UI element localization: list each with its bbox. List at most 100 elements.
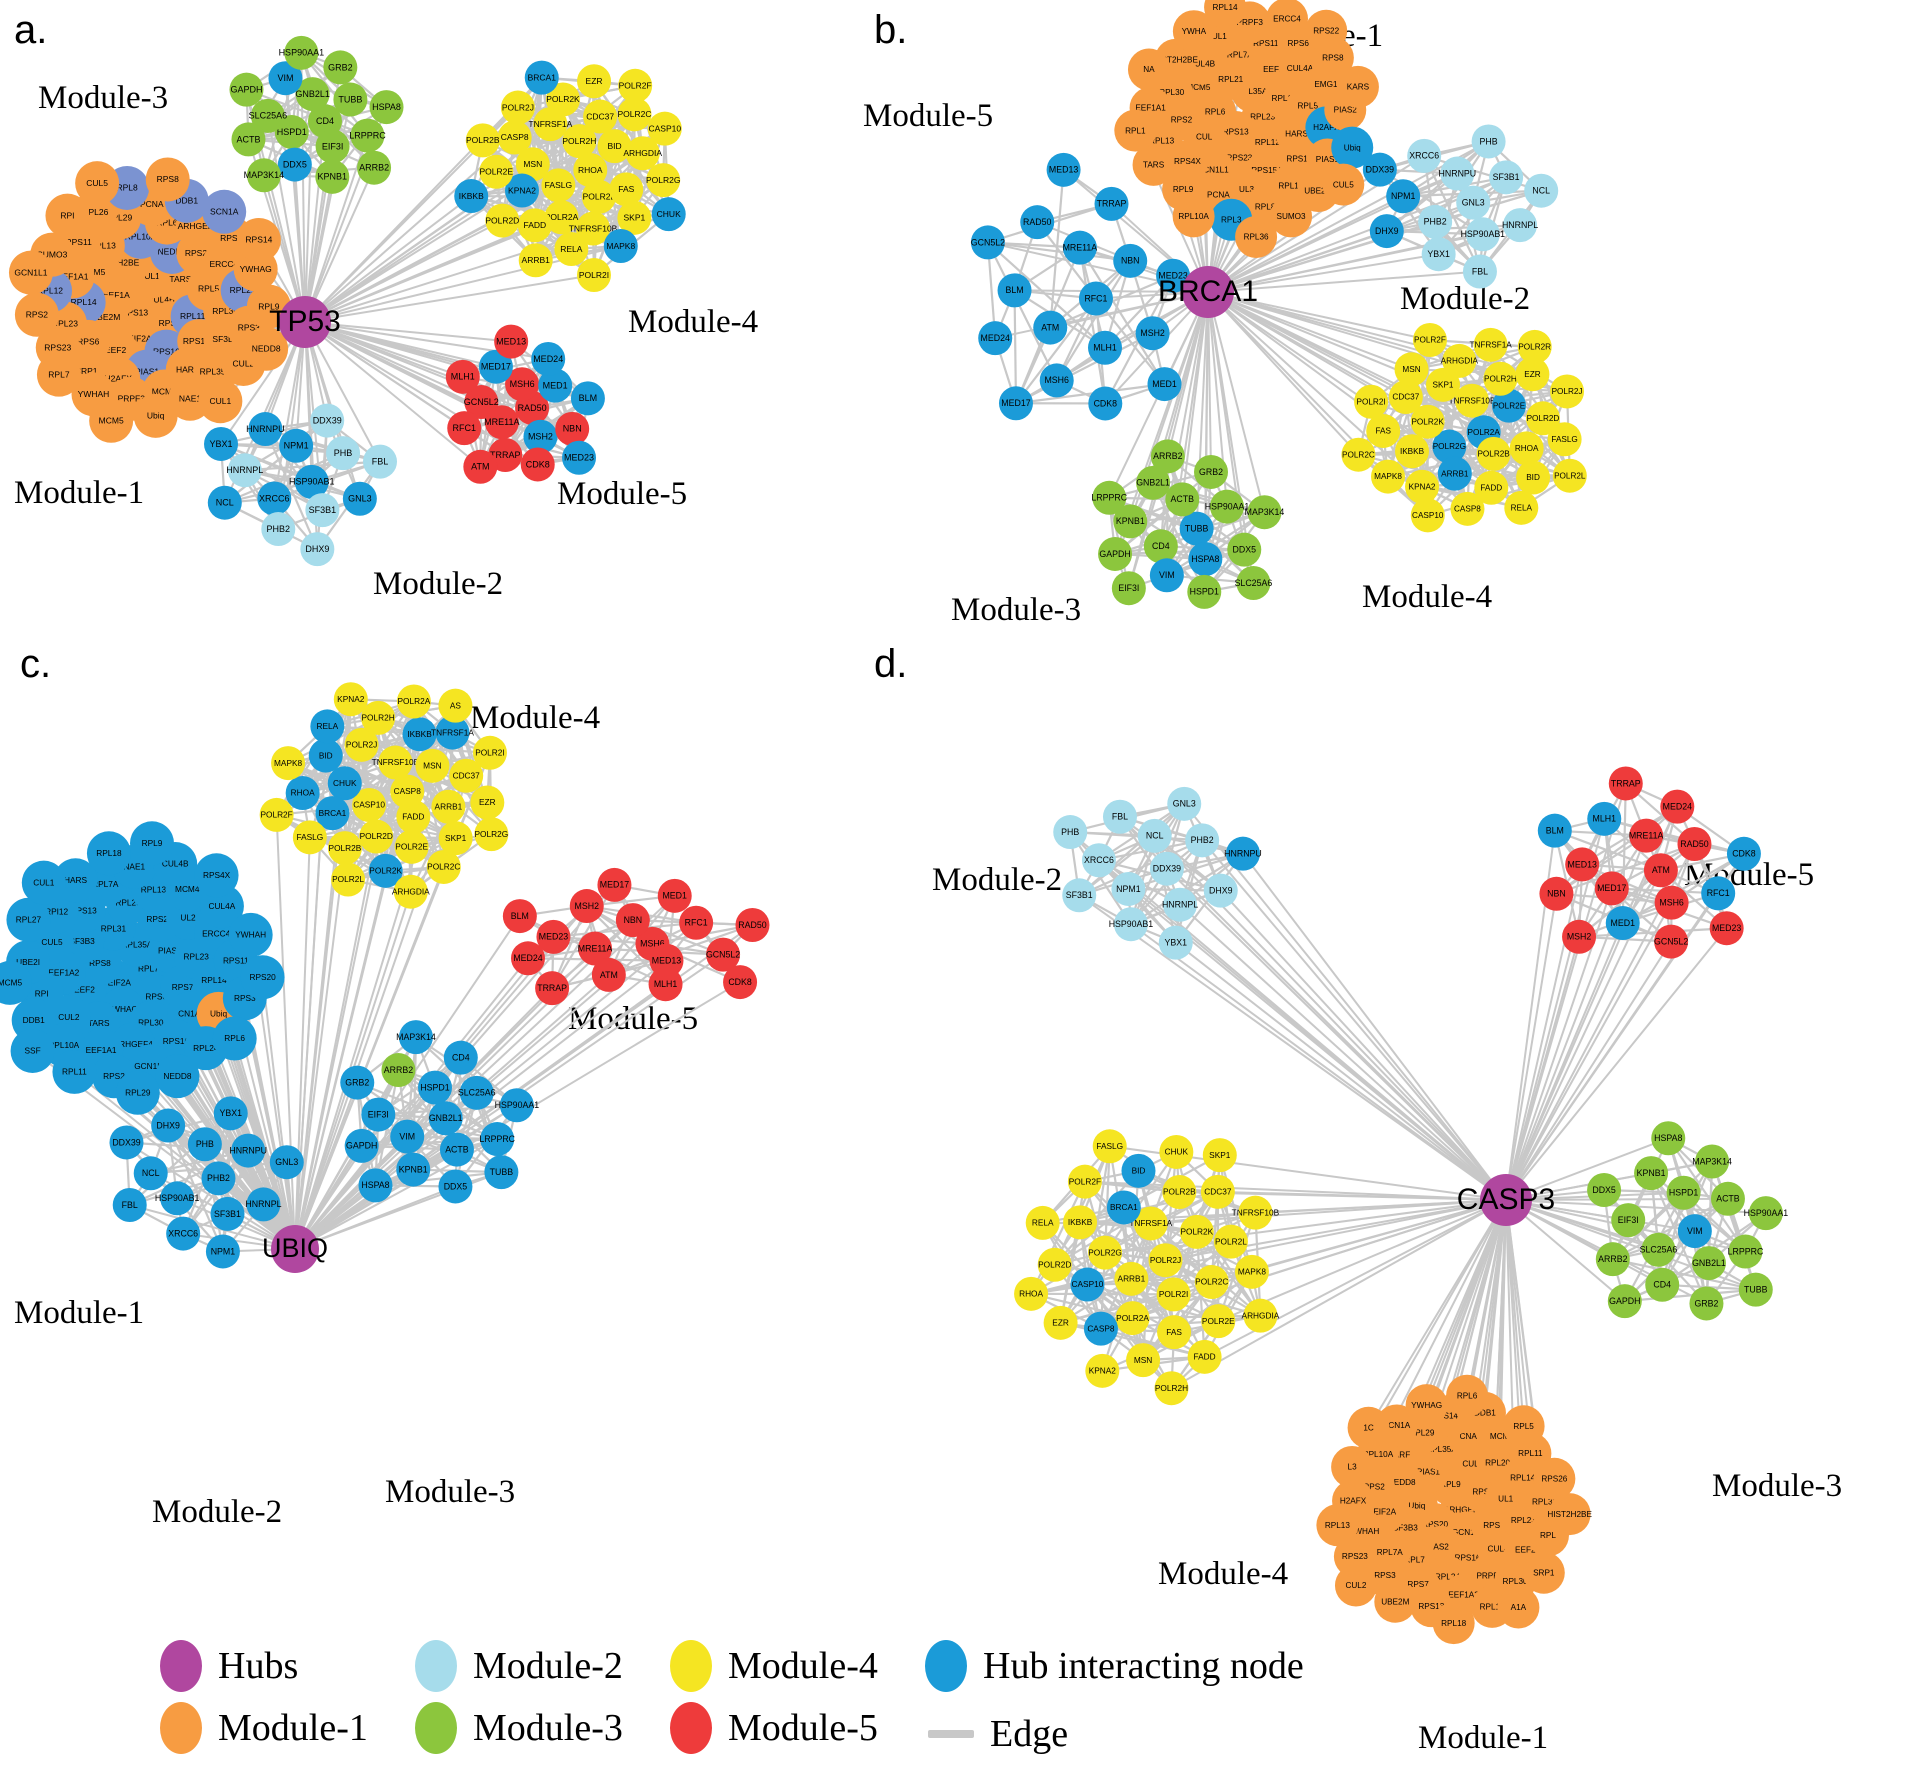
node-atm[interactable]: ATM [1643, 853, 1678, 888]
node-fadd[interactable]: FADD [1187, 1339, 1222, 1374]
node-med1[interactable]: MED1 [1605, 906, 1640, 941]
node-cdc37[interactable]: CDC37 [1200, 1174, 1235, 1209]
node-hspa8[interactable]: HSPA8 [358, 1168, 393, 1203]
node-med13[interactable]: MED13 [1046, 152, 1081, 187]
node-polr2c[interactable]: POLR2C [426, 849, 461, 884]
node-scn1a[interactable]: SCN1A [202, 189, 247, 234]
node-rpl6[interactable]: RPL6 [1446, 1374, 1489, 1417]
node-npm1[interactable]: NPM1 [1386, 179, 1421, 214]
node-bid[interactable]: BID [308, 738, 343, 773]
node-bid[interactable]: BID [1516, 460, 1551, 495]
node-polr2g[interactable]: POLR2G [646, 163, 681, 198]
node-ssf[interactable]: SSF [10, 1028, 55, 1073]
node-polr2k[interactable]: POLR2K [1179, 1214, 1214, 1249]
node-polr2c[interactable]: POLR2C [1194, 1265, 1229, 1300]
node-ubiq[interactable]: Ubiq [133, 393, 178, 438]
node-hspd1[interactable]: HSPD1 [1187, 574, 1222, 609]
node-polr2d[interactable]: POLR2D [1037, 1247, 1072, 1282]
node-npm1[interactable]: NPM1 [279, 428, 314, 463]
node-mlh1[interactable]: MLH1 [648, 967, 683, 1002]
node-rpl13[interactable]: RPL13 [1316, 1504, 1359, 1547]
node-phb[interactable]: PHB [1053, 815, 1088, 850]
node-rfc1[interactable]: RFC1 [447, 411, 482, 446]
node-rpl29[interactable]: RPL29 [115, 1070, 160, 1115]
hub-node-ubiq[interactable]: UBIQ [262, 1225, 328, 1273]
node-ncl[interactable]: NCL [133, 1156, 168, 1191]
node-fas[interactable]: FAS [1157, 1315, 1192, 1350]
node-skp1[interactable]: SKP1 [1202, 1138, 1237, 1173]
node-msn[interactable]: MSN [1394, 352, 1429, 387]
node-polr2r[interactable]: POLR2R [1517, 329, 1552, 364]
node-casp8[interactable]: CASP8 [1083, 1311, 1118, 1346]
node-mlh1[interactable]: MLH1 [1088, 330, 1123, 365]
node-casp8[interactable]: CASP8 [497, 120, 532, 155]
node-polr2b[interactable]: POLR2B [1476, 436, 1511, 471]
node-rps4x[interactable]: RPS4X [194, 853, 239, 898]
node-sf3b1[interactable]: SF3B1 [1489, 160, 1524, 195]
node-polr2e[interactable]: POLR2E [1201, 1304, 1236, 1339]
node-bid[interactable]: BID [1121, 1153, 1156, 1188]
node-grb2[interactable]: GRB2 [1194, 454, 1229, 489]
node-polr2g[interactable]: POLR2G [1088, 1235, 1123, 1270]
hub-node-tp53[interactable]: TP53 [269, 296, 341, 348]
node-phb2[interactable]: PHB2 [1185, 823, 1220, 858]
node-med17[interactable]: MED17 [998, 386, 1033, 421]
node-tubb[interactable]: TUBB [333, 82, 368, 117]
node-med24[interactable]: MED24 [511, 941, 546, 976]
node-gapdh[interactable]: GAPDH [1607, 1284, 1642, 1319]
node-mre11a[interactable]: MRE11A [1063, 230, 1098, 265]
node-rpl10a[interactable]: RPL10A [1172, 195, 1215, 238]
node-polr2f[interactable]: POLR2F [259, 797, 294, 832]
node-polr2i[interactable]: POLR2I [472, 735, 507, 770]
node-med24[interactable]: MED24 [1660, 789, 1695, 824]
node-rela[interactable]: RELA [310, 709, 345, 744]
node-arrb2[interactable]: ARRB2 [381, 1053, 416, 1088]
node-polr2j[interactable]: POLR2J [1148, 1243, 1183, 1278]
node-polr2d[interactable]: POLR2D [485, 203, 519, 238]
node-rpl18[interactable]: RPL18 [86, 831, 131, 876]
node-polr2i[interactable]: POLR2I [576, 258, 611, 293]
node-polr2l[interactable]: POLR2L [1552, 458, 1587, 493]
node-polr2b[interactable]: POLR2B [465, 123, 500, 158]
node-arrb1[interactable]: ARRB1 [431, 789, 466, 824]
node-eif3i[interactable]: EIF3I [361, 1097, 396, 1132]
node-cul1[interactable]: CUL1 [21, 860, 66, 905]
node-srp1[interactable]: SRP1 [1522, 1551, 1565, 1594]
node-dhx9[interactable]: DHX9 [1203, 873, 1238, 908]
node-mapk8[interactable]: MAPK8 [1234, 1254, 1269, 1289]
node-polr2j[interactable]: POLR2J [1550, 374, 1585, 409]
node-nbn[interactable]: NBN [615, 903, 650, 938]
node-kars[interactable]: KARS [1336, 65, 1379, 108]
node-fbl[interactable]: FBL [112, 1188, 147, 1223]
node-gnl3[interactable]: GNL3 [1456, 185, 1491, 220]
node-fas[interactable]: FAS [1366, 413, 1401, 448]
node-gapdh[interactable]: GAPDH [1098, 536, 1133, 571]
node-hspd1[interactable]: HSPD1 [418, 1070, 453, 1105]
node-rpl36[interactable]: RPL36 [1235, 215, 1278, 258]
node-trrap[interactable]: TRRAP [1094, 186, 1129, 221]
node-msn[interactable]: MSN [1126, 1343, 1161, 1378]
node-tubb[interactable]: TUBB [1179, 511, 1214, 546]
node-ddx39[interactable]: DDX39 [109, 1125, 144, 1160]
node-chuk[interactable]: CHUK [1159, 1134, 1194, 1169]
node-rad50[interactable]: RAD50 [1677, 827, 1712, 862]
node-polr2l[interactable]: POLR2L [331, 862, 366, 897]
node-eif3i[interactable]: EIF3I [1611, 1203, 1646, 1238]
node-tubb[interactable]: TUBB [1738, 1272, 1773, 1307]
node-msh6[interactable]: MSH6 [1654, 885, 1689, 920]
node-tubb[interactable]: TUBB [484, 1155, 519, 1190]
node-polr2i[interactable]: POLR2I [1354, 384, 1389, 419]
node-grb2[interactable]: GRB2 [323, 50, 358, 85]
node-kpnb1[interactable]: KPNB1 [315, 159, 350, 194]
node-phb2[interactable]: PHB2 [201, 1161, 236, 1196]
node-mlh1[interactable]: MLH1 [445, 359, 480, 394]
node-cdk8[interactable]: CDK8 [520, 447, 555, 482]
node-ikbkb[interactable]: IKBKB [1063, 1205, 1098, 1240]
node-nedd8[interactable]: NEDD8 [155, 1054, 200, 1099]
node-sf3b1[interactable]: SF3B1 [305, 493, 340, 528]
node-dhx9[interactable]: DHX9 [300, 532, 335, 567]
node-cdc37[interactable]: CDC37 [583, 99, 618, 134]
node-rpl1[interactable]: RPL1 [1114, 109, 1157, 152]
node-ybx1[interactable]: YBX1 [1421, 237, 1456, 272]
node-arrb2[interactable]: ARRB2 [1150, 439, 1185, 474]
